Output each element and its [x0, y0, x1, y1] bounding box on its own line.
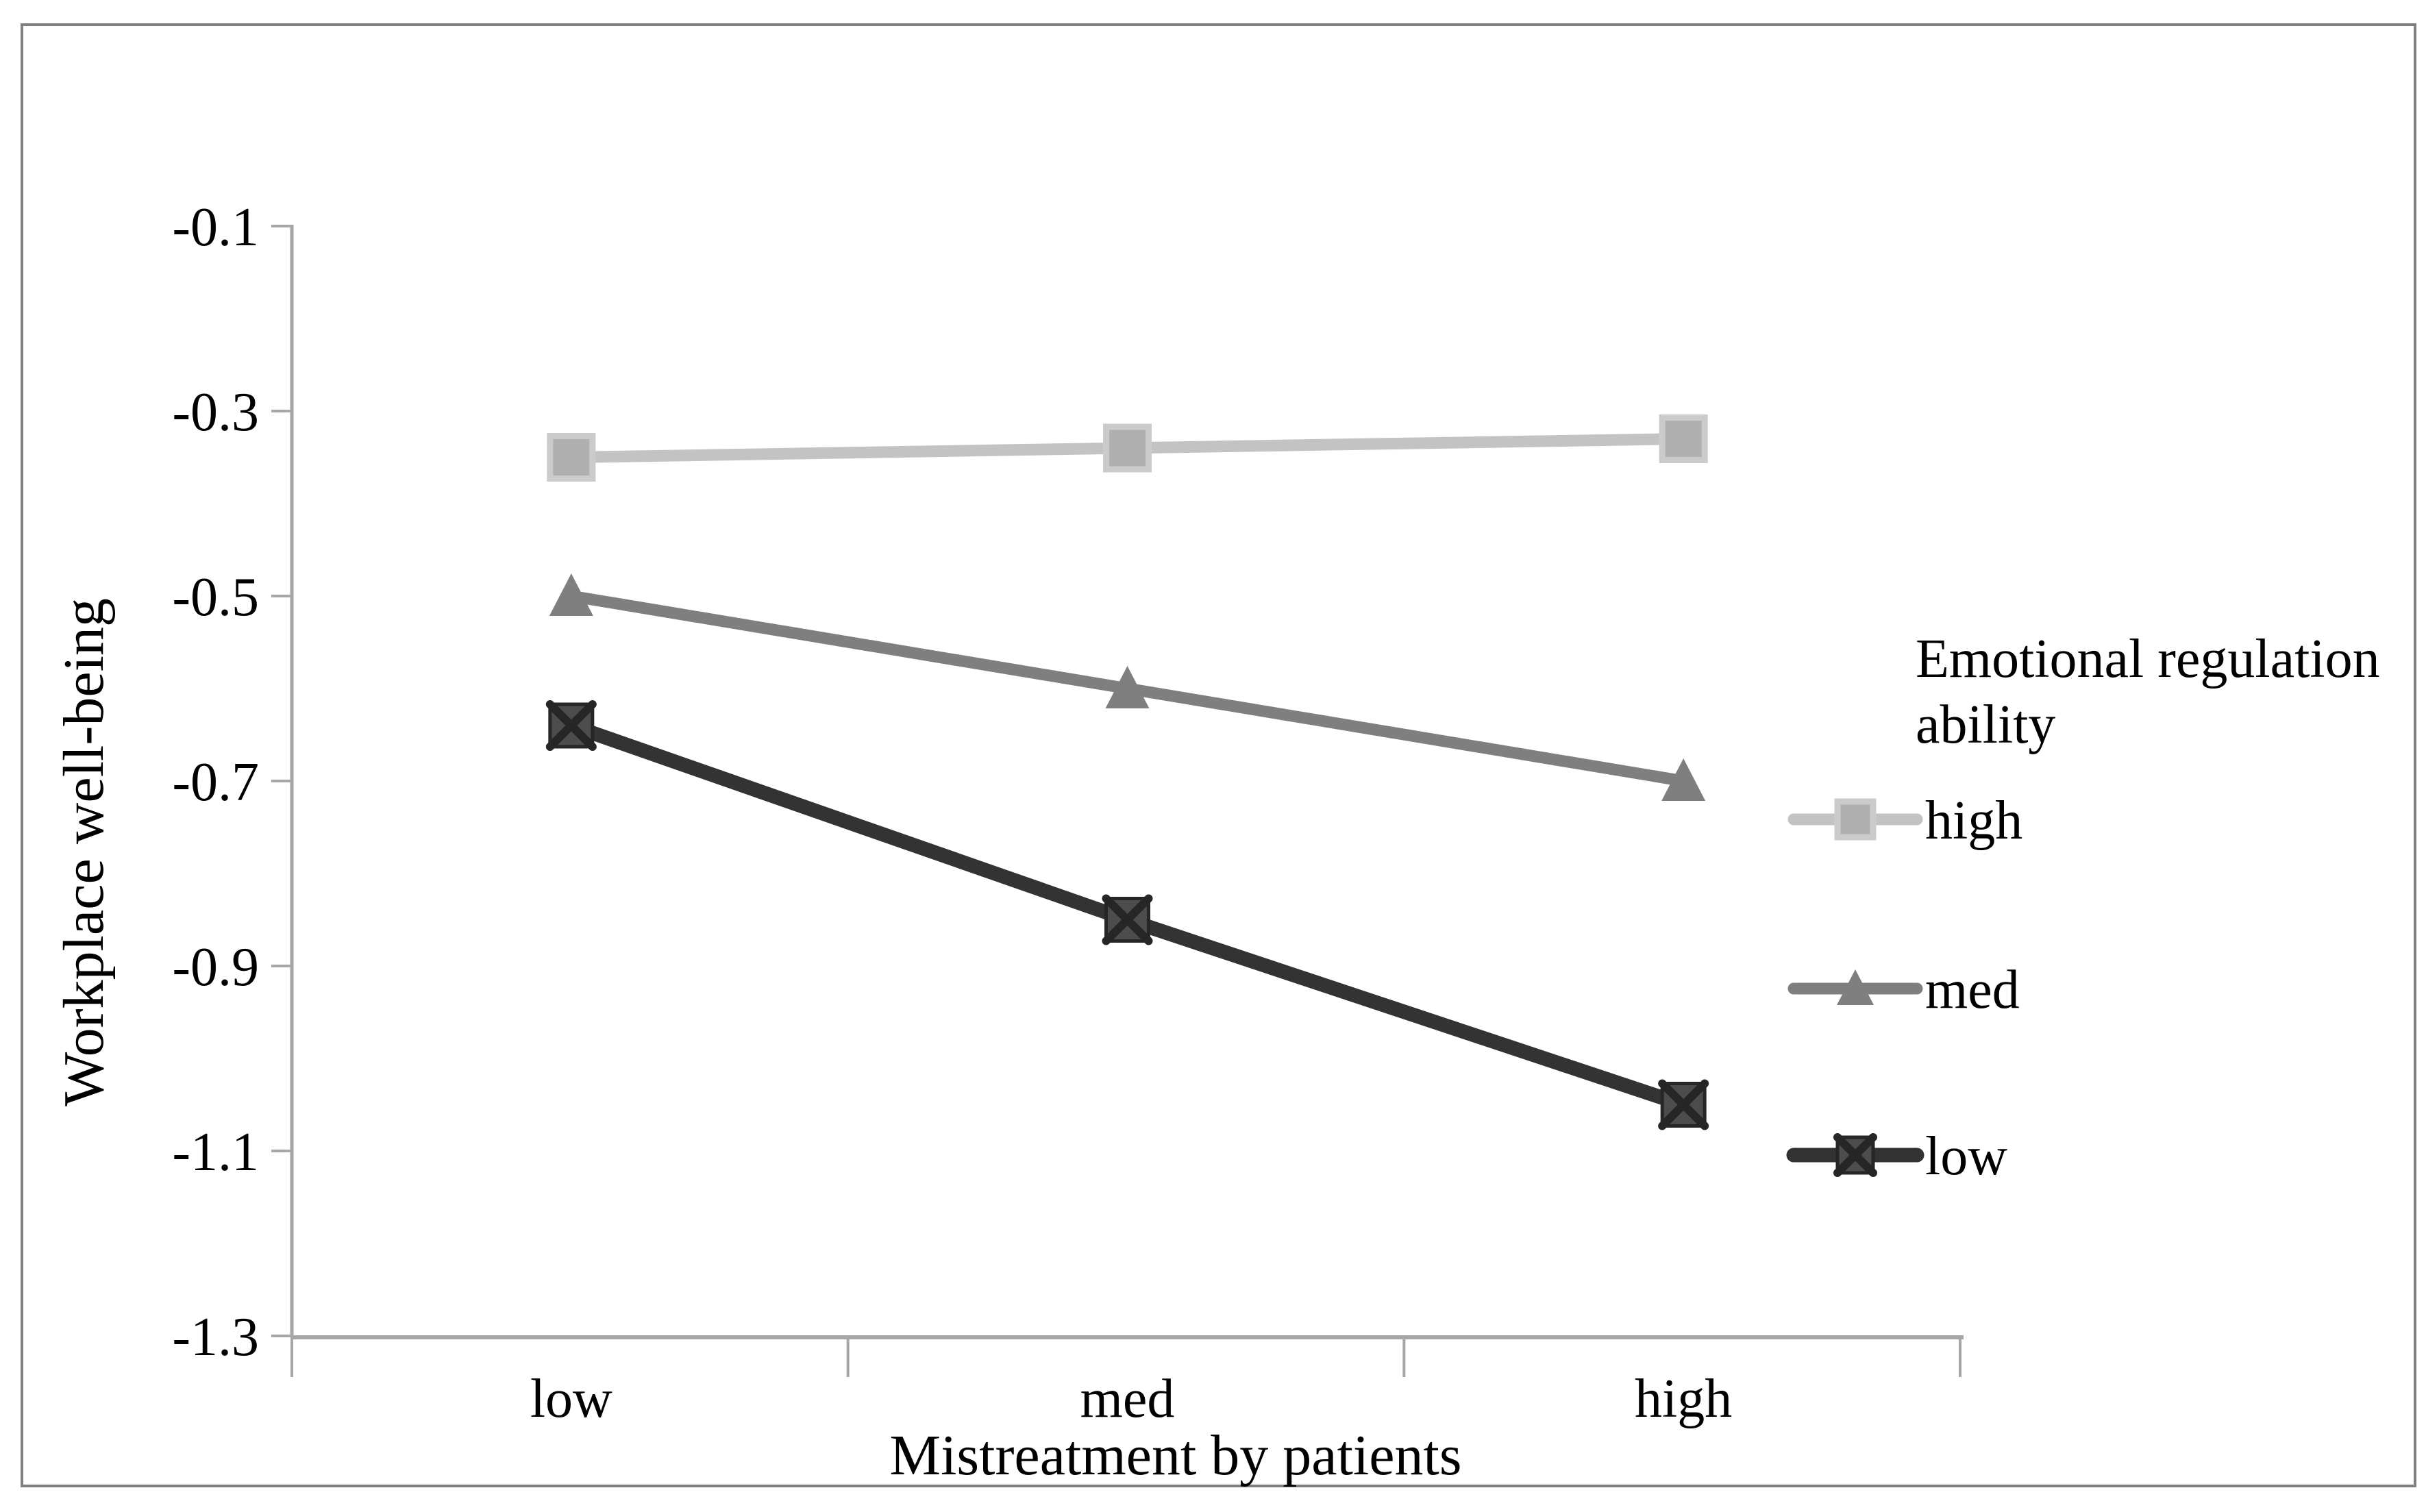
y-tick-label: -1.3 — [172, 1307, 259, 1367]
x-category-label: high — [1635, 1369, 1732, 1429]
marker-square-high — [547, 433, 596, 482]
legend-title-line: Emotional regulation — [1916, 629, 2380, 689]
legend-label-med: med — [1925, 960, 2020, 1020]
x-category-label: low — [530, 1369, 612, 1429]
marker-triangle-med — [1105, 666, 1150, 708]
marker-square-high — [1659, 414, 1708, 463]
x-category-label: med — [1080, 1369, 1175, 1429]
marker-triangle-med — [1837, 969, 1874, 1005]
marker-x-stroke — [545, 700, 597, 751]
y-tick-label: -0.7 — [172, 752, 259, 813]
marker-triangle-med — [549, 573, 593, 616]
legend-label-low: low — [1925, 1126, 2007, 1187]
marker-x-stroke — [1102, 894, 1153, 945]
legend-label-high: high — [1925, 791, 2022, 851]
y-axis-title: Workplace well-being — [52, 598, 116, 1106]
y-tick-label: -0.1 — [172, 197, 259, 258]
y-tick-label: -1.1 — [172, 1122, 259, 1182]
marker-square-high — [1834, 798, 1877, 841]
figure-frame — [21, 23, 2416, 1487]
marker-x-stroke — [1658, 1079, 1709, 1130]
legend-title-line: ability — [1916, 695, 2055, 755]
y-tick-label: -0.9 — [172, 937, 259, 997]
marker-x-stroke — [1833, 1133, 1877, 1177]
y-tick-label: -0.3 — [172, 382, 259, 443]
y-tick-label: -0.5 — [172, 567, 259, 628]
marker-square-high — [1103, 423, 1152, 473]
x-axis-title: Mistreatment by patients — [889, 1424, 1461, 1487]
marker-triangle-med — [1661, 758, 1706, 801]
